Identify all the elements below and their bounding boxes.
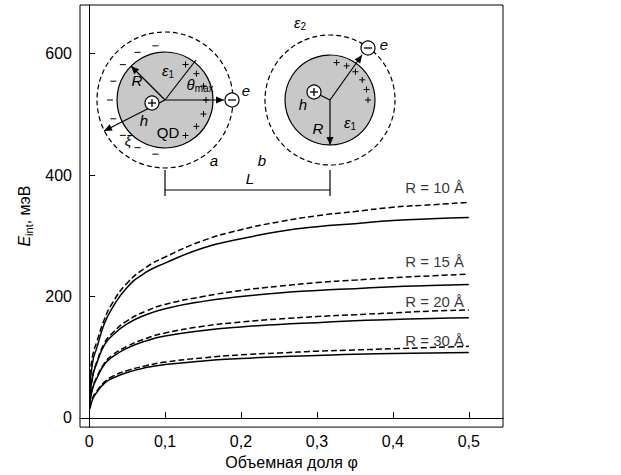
svg-text:int: int [23, 224, 35, 236]
svg-text:0: 0 [63, 409, 72, 426]
svg-text:ε: ε [293, 13, 301, 31]
svg-text:400: 400 [45, 167, 72, 184]
svg-text:Объемная доля φ: Объемная доля φ [225, 454, 358, 471]
svg-text:ε: ε [343, 113, 351, 131]
svg-text:200: 200 [45, 288, 72, 305]
svg-text:0: 0 [85, 433, 94, 450]
svg-text:0,1: 0,1 [154, 433, 176, 450]
svg-text:max: max [195, 83, 214, 94]
svg-text:θ: θ [186, 76, 194, 93]
svg-text:1: 1 [351, 121, 357, 132]
svg-text:600: 600 [45, 45, 72, 62]
svg-text:L: L [246, 170, 254, 187]
svg-text:a: a [210, 152, 218, 169]
svg-text:e: e [242, 82, 250, 99]
svg-text:2: 2 [301, 21, 307, 32]
svg-text:E: E [16, 236, 33, 247]
svg-text:QD: QD [157, 124, 180, 141]
svg-text:0,2: 0,2 [230, 433, 252, 450]
svg-text:R = 30 Å: R = 30 Å [405, 332, 464, 349]
svg-text:R = 10 Å: R = 10 Å [405, 179, 464, 196]
svg-text:ε: ε [161, 61, 169, 79]
svg-text:, мэВ: , мэВ [16, 186, 33, 225]
svg-text:e: e [380, 36, 388, 53]
svg-text:R = 15 Å: R = 15 Å [405, 253, 464, 270]
svg-text:0,3: 0,3 [306, 433, 328, 450]
svg-text:h: h [299, 96, 307, 113]
svg-text:ξ: ξ [125, 132, 133, 149]
svg-text:R = 20 Å: R = 20 Å [405, 293, 464, 310]
svg-text:0,4: 0,4 [382, 433, 404, 450]
svg-text:h: h [140, 112, 148, 129]
svg-text:R: R [132, 72, 143, 89]
svg-text:1: 1 [169, 69, 175, 80]
svg-text:0,5: 0,5 [458, 433, 480, 450]
svg-text:b: b [258, 152, 266, 169]
svg-text:R: R [313, 120, 324, 137]
